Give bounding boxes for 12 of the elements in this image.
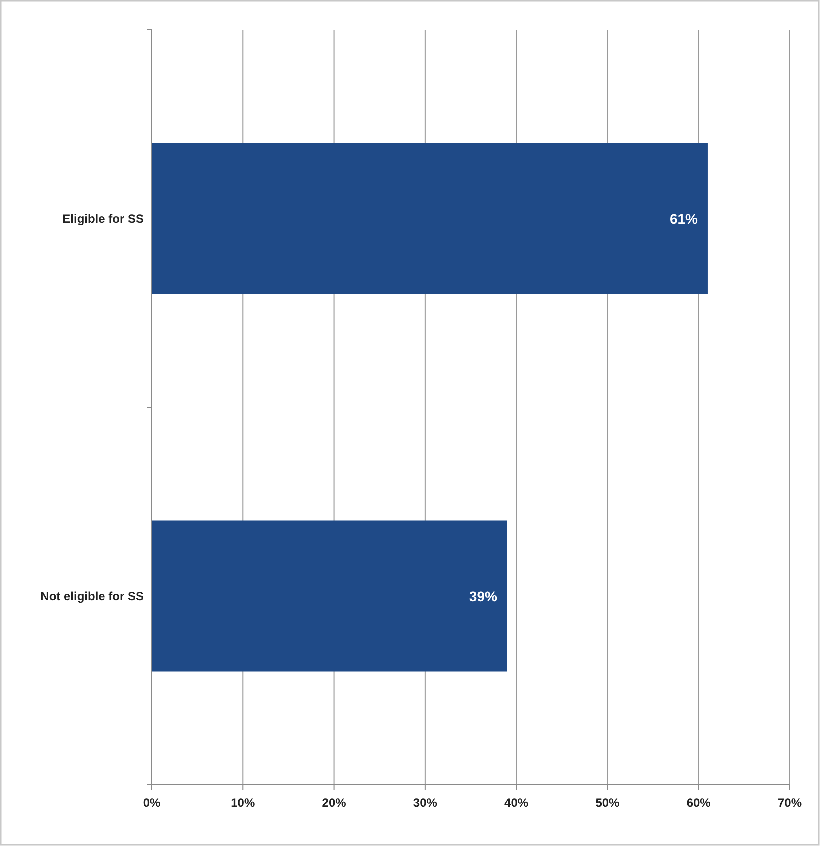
data-label: 61% bbox=[670, 210, 699, 227]
x-tick-label: 0% bbox=[143, 796, 161, 810]
x-tick-label: 40% bbox=[504, 796, 529, 810]
data-label: 39% bbox=[469, 588, 498, 604]
x-tick-label: 20% bbox=[322, 796, 347, 810]
x-tick-label: 50% bbox=[596, 796, 620, 810]
x-tick-label: 30% bbox=[413, 796, 438, 810]
y-tick-label: Eligible for SS bbox=[62, 212, 144, 226]
x-tick-label: 70% bbox=[778, 796, 802, 810]
x-tick-label: 60% bbox=[686, 796, 712, 810]
x-tick-label: 10% bbox=[231, 796, 256, 810]
y-tick-label: Not eligible for SS bbox=[40, 589, 144, 604]
